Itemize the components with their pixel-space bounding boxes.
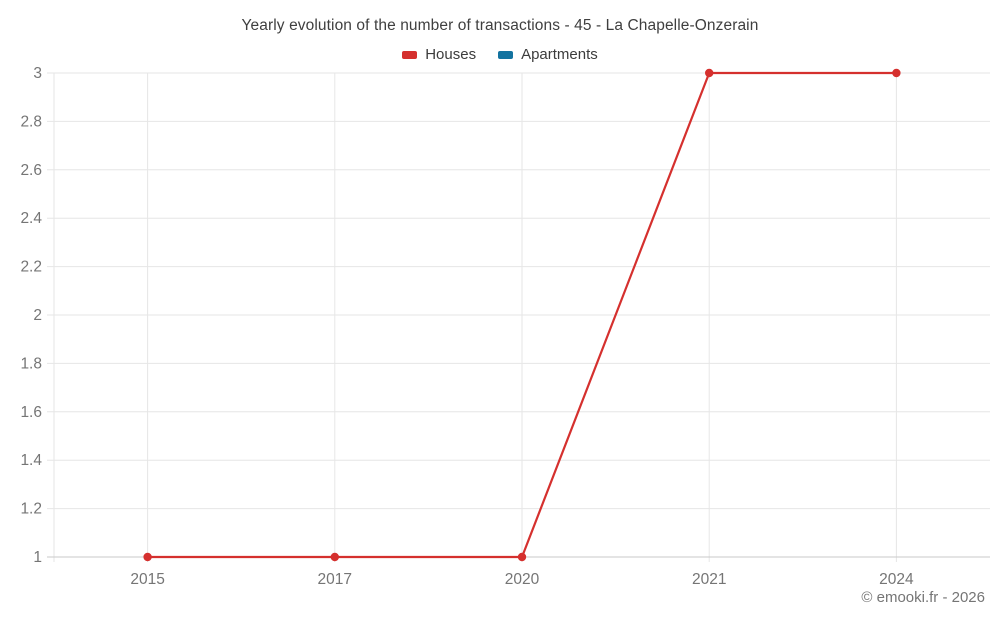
x-tick-label: 2021 bbox=[692, 571, 726, 588]
houses-data-point[interactable] bbox=[517, 552, 527, 562]
houses-data-point[interactable] bbox=[143, 552, 152, 562]
copyright-text: © emooki.fr - 2026 bbox=[861, 589, 985, 606]
y-tick-label: 2 bbox=[33, 307, 42, 324]
x-tick-label: 2017 bbox=[318, 571, 352, 588]
y-tick-label: 1 bbox=[33, 549, 42, 566]
y-tick-label: 1.2 bbox=[20, 501, 42, 518]
houses-data-point[interactable] bbox=[892, 68, 901, 78]
x-tick-label: 2020 bbox=[505, 571, 540, 588]
y-tick-label: 1.6 bbox=[20, 404, 42, 421]
houses-data-point[interactable] bbox=[330, 552, 339, 562]
y-tick-label: 3 bbox=[33, 65, 42, 82]
legend-label: Houses bbox=[425, 46, 477, 63]
y-tick-label: 2.2 bbox=[20, 259, 42, 276]
y-tick-label: 2.4 bbox=[20, 210, 42, 227]
legend-label: Apartments bbox=[521, 46, 598, 63]
houses-data-point[interactable] bbox=[705, 68, 714, 78]
legend: Houses Apartments bbox=[0, 46, 1000, 63]
x-tick-label: 2024 bbox=[879, 571, 914, 588]
legend-item-houses[interactable]: Houses bbox=[402, 46, 476, 63]
y-tick-label: 2.6 bbox=[20, 162, 42, 179]
y-tick-label: 1.4 bbox=[20, 452, 42, 469]
x-tick-label: 2015 bbox=[130, 571, 164, 588]
apartments-legend-swatch-icon bbox=[498, 50, 514, 59]
y-tick-label: 2.8 bbox=[20, 113, 42, 130]
chart-title: Yearly evolution of the number of transa… bbox=[241, 17, 759, 34]
houses-legend-swatch-icon bbox=[402, 50, 418, 59]
legend-item-apartments[interactable]: Apartments bbox=[498, 46, 598, 63]
y-tick-label: 1.8 bbox=[20, 355, 42, 372]
